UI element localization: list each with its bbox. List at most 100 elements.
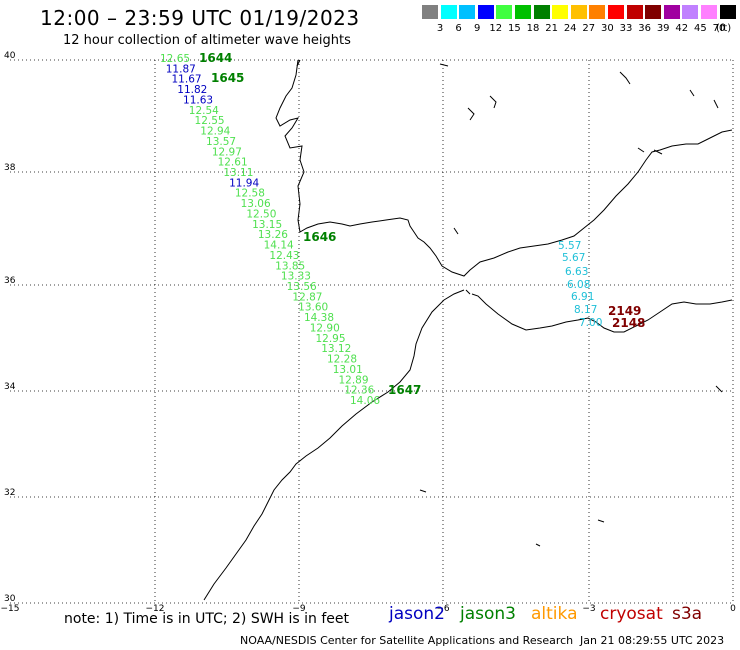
pass-time-label: 2149 <box>608 304 641 318</box>
colorbar-label: 70 <box>712 23 726 34</box>
coastline <box>203 59 733 601</box>
colorbar-swatch <box>682 5 699 19</box>
footer-date: Jan 21 08:29:55 UTC 2023 <box>580 634 725 647</box>
colorbar-swatch <box>645 5 662 19</box>
colorbar-label: 42 <box>675 23 689 34</box>
pass-time-label: 2148 <box>612 316 645 330</box>
swh-value: 12.87 <box>292 291 322 303</box>
swh-value: 12.89 <box>338 374 368 386</box>
swh-value: 12.61 <box>218 157 248 169</box>
swh-value: 12.58 <box>235 188 265 200</box>
satellite-legend-item: altika <box>531 604 578 624</box>
swh-value: 12.97 <box>212 146 242 158</box>
swh-value: 13.15 <box>252 219 282 231</box>
satellite-legend-item: cryosat <box>600 604 663 624</box>
y-tick-label: 40 <box>4 51 16 61</box>
colorbar-swatch <box>533 5 550 19</box>
swh-value: 12.95 <box>315 333 345 345</box>
swh-value: 14.06 <box>350 395 380 407</box>
colorbar-swatch <box>719 5 736 19</box>
colorbar-swatch <box>663 5 680 19</box>
colorbar-swatch <box>701 5 717 19</box>
jason3-track-labels: 12.6511.8711.6711.8211.6312.5412.5512.94… <box>160 53 380 407</box>
colorbar-swatch <box>459 5 476 19</box>
y-tick-label: 36 <box>4 276 16 286</box>
x-tick-label: −12 <box>146 604 165 614</box>
page-subtitle: 12 hour collection of altimeter wave hei… <box>63 33 351 48</box>
swh-value: 6.63 <box>565 266 588 278</box>
x-tick-label: −9 <box>292 604 306 614</box>
colorbar-label: 12 <box>489 23 503 34</box>
swh-value: 7.00 <box>579 317 602 329</box>
x-tick-label: −15 <box>1 604 20 614</box>
swh-value: 13.60 <box>298 302 328 314</box>
colorbar-unit: (ft) <box>716 23 732 34</box>
swh-value: 8.17 <box>574 304 597 316</box>
footer-note: note: 1) Time is in UTC; 2) SWH is in fe… <box>64 611 350 627</box>
swh-value: 12.55 <box>195 115 225 127</box>
y-tick-label: 30 <box>4 594 16 604</box>
satellite-legend-item: jason3 <box>460 604 516 624</box>
swh-value: 14.14 <box>264 240 294 252</box>
swh-value: 11.82 <box>177 84 207 96</box>
colorbar-swatch <box>477 5 494 19</box>
swh-value: 11.67 <box>172 74 202 86</box>
swh-value: 6.08 <box>567 279 590 291</box>
med-track-labels: 5.575.67 6.636.086.918.177.00 <box>558 240 602 329</box>
swh-value: 12.43 <box>269 250 299 262</box>
page-title: 12:00 – 23:59 UTC 01/19/2023 <box>40 6 360 30</box>
colorbar-label: 18 <box>526 23 540 34</box>
pass-time-label: 1646 <box>303 230 336 244</box>
x-tick-label: −3 <box>582 604 595 614</box>
colorbar-label: 33 <box>619 23 633 34</box>
axis-tick-labels: −15 −12 −9 −6 −3 0 40 38 36 34 32 30 <box>1 51 737 614</box>
swh-value: 12.54 <box>189 105 219 117</box>
colorbar-swatch <box>570 5 587 19</box>
swh-value: 13.01 <box>333 364 363 376</box>
colorbar-label: 6 <box>455 23 462 34</box>
swh-value: 14.38 <box>304 312 334 324</box>
y-tick-label: 32 <box>4 488 15 498</box>
swh-value: 5.67 <box>562 252 585 264</box>
colorbar-label: 15 <box>508 23 521 34</box>
x-tick-label: 0 <box>730 604 736 614</box>
colorbar-label: 3 <box>436 23 444 34</box>
swh-value: 12.94 <box>200 126 230 138</box>
colorbar-swatch <box>589 5 606 19</box>
swh-value: 6.91 <box>571 291 594 303</box>
colorbar-swatch <box>422 5 438 19</box>
colorbar-label: 21 <box>545 23 558 34</box>
colorbar-label: 39 <box>656 23 670 34</box>
colorbar-label: 27 <box>582 23 596 34</box>
colorbar-label: 30 <box>601 23 614 34</box>
colorbar-label: 36 <box>638 23 651 34</box>
swh-value: 12.36 <box>344 385 374 397</box>
swh-value: 13.11 <box>223 167 253 179</box>
swh-value: 11.87 <box>166 63 196 75</box>
colorbar-swatch <box>608 5 624 19</box>
swh-value: 13.26 <box>258 229 288 241</box>
pass-time-label: 1644 <box>199 51 232 65</box>
colorbar-swatch <box>440 5 457 19</box>
swh-value: 12.50 <box>246 208 276 220</box>
y-tick-label: 34 <box>4 382 16 392</box>
swh-value: 13.85 <box>275 260 305 272</box>
swh-value: 11.94 <box>229 177 259 189</box>
x-tick-label: −6 <box>436 604 450 614</box>
satellite-legend-item: jason2 <box>389 604 445 624</box>
swh-value: 12.65 <box>160 53 190 65</box>
colorbar-label: 24 <box>563 23 577 34</box>
colorbar-swatch <box>626 5 643 19</box>
swh-value: 11.63 <box>183 94 213 106</box>
colorbar-swatch <box>496 5 513 19</box>
swh-value: 13.12 <box>321 343 351 355</box>
pass-time-label: 1645 <box>211 71 244 85</box>
pass-time-label: 1647 <box>388 383 421 397</box>
satellite-legend-item: s3a <box>672 604 703 624</box>
swh-value: 13.56 <box>287 281 317 293</box>
swh-value: 13.33 <box>281 271 311 283</box>
colorbar-swatch <box>515 5 531 19</box>
swh-value: 5.57 <box>558 240 581 252</box>
